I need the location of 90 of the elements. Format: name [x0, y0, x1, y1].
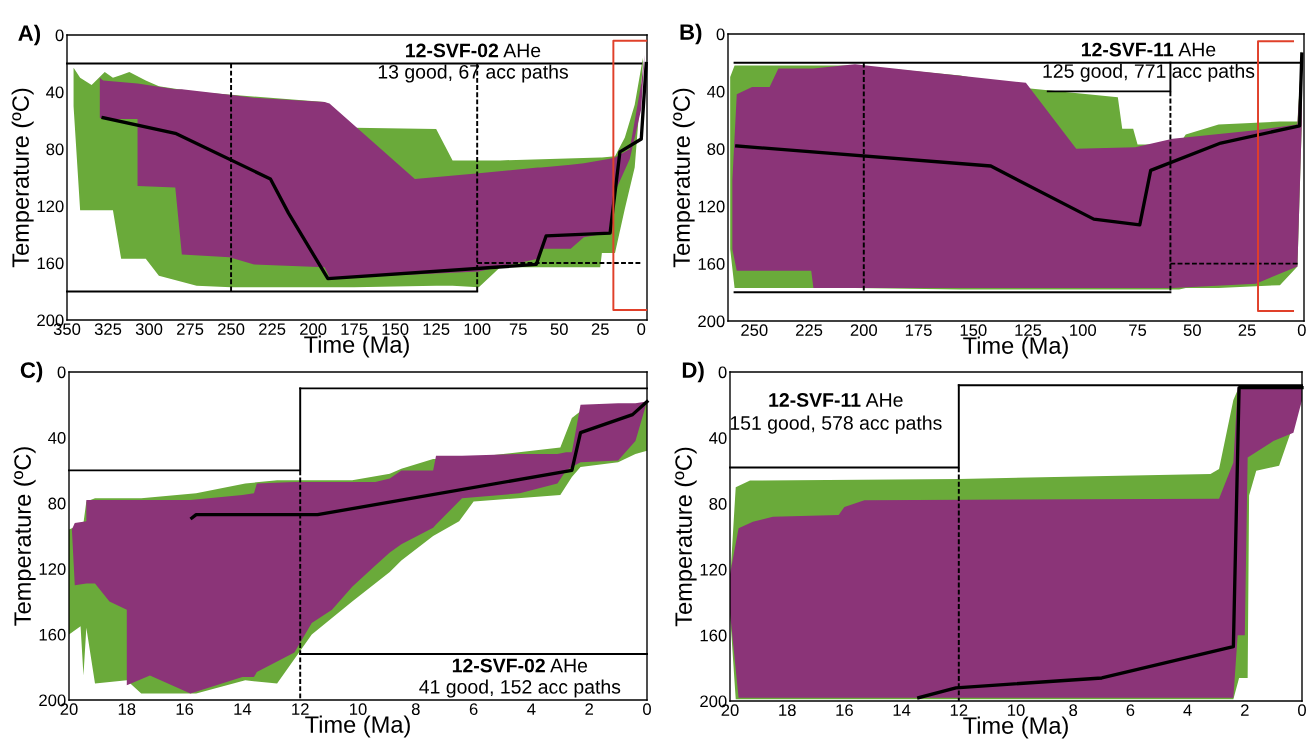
y-tick-label: 80 — [709, 498, 727, 510]
annotation: AHe — [503, 43, 541, 58]
y-tick-label: 80 — [46, 143, 64, 156]
x-tick-label: 4 — [527, 703, 536, 715]
x-tick-label: 8 — [411, 703, 420, 716]
annotation: 12-SVF-02 — [406, 43, 499, 58]
annotation: 41 good, 152 acc paths — [419, 679, 621, 698]
x-tick-label: 50 — [1183, 324, 1201, 337]
y-tick-label: 80 — [48, 497, 66, 510]
y-axis-title: Temperature (ºC) — [13, 447, 36, 626]
x-tick-label: 250 — [741, 324, 768, 337]
x-tick-label: 14 — [893, 704, 911, 716]
annotation: 125 good, 771 acc paths — [1043, 63, 1255, 82]
annotation: AHe — [865, 393, 903, 407]
annotation: 151 good, 578 acc paths — [730, 415, 942, 434]
x-tick-label: 0 — [1297, 324, 1306, 337]
x-tick-label: 14 — [234, 703, 252, 715]
x-tick-label: 250 — [218, 323, 245, 336]
x-axis-title: Time (Ma) — [963, 716, 1068, 739]
x-tick-label: 25 — [1238, 324, 1256, 337]
x-tick-label: 325 — [94, 323, 122, 336]
x-tick-label: 25 — [591, 323, 609, 336]
y-tick-label: 40 — [709, 432, 727, 444]
x-tick-label: 0 — [637, 323, 646, 336]
x-tick-label: 6 — [469, 703, 478, 716]
x-tick-label: 18 — [779, 704, 796, 717]
x-tick-label: 2 — [585, 703, 593, 715]
y-axis-title: Temperature (ºC) — [11, 88, 34, 268]
y-tick-label: 0 — [57, 366, 66, 379]
x-tick-label: 200 — [300, 323, 327, 336]
y-tick-label: 80 — [707, 143, 725, 155]
x-tick-label: 2 — [1241, 704, 1249, 716]
y-tick-label: 40 — [46, 86, 64, 99]
y-tick-label: 160 — [39, 628, 66, 641]
x-tick-label: 6 — [1126, 704, 1135, 717]
annotation: 12-SVF-11 — [1081, 42, 1174, 57]
x-tick-label: 50 — [550, 323, 568, 336]
x-tick-label: 225 — [795, 324, 823, 337]
annotation: 12-SVF-11 — [769, 393, 861, 407]
x-tick-label: 125 — [1015, 324, 1042, 337]
y-tick-label: 0 — [718, 366, 727, 379]
x-tick-label: 175 — [905, 324, 932, 337]
y-tick-label: 120 — [698, 200, 725, 213]
chart-title: D) — [682, 361, 704, 383]
y-axis-title: Temperature (ºC) — [672, 88, 695, 268]
annotation: 12-SVF-02 — [452, 658, 545, 673]
x-tick-label: 100 — [464, 323, 491, 336]
x-tick-label: 0 — [643, 703, 651, 716]
y-tick-label: 0 — [716, 28, 725, 41]
x-tick-label: 225 — [259, 323, 286, 336]
x-tick-label: 75 — [509, 323, 527, 336]
annotation: AHe — [550, 658, 588, 673]
y-tick-label: 160 — [37, 257, 64, 270]
y-tick-label: 200 — [698, 315, 725, 328]
x-tick-label: 18 — [118, 703, 136, 716]
x-tick-label: 10 — [350, 703, 367, 716]
x-tick-label: 150 — [960, 324, 987, 337]
x-tick-label: 200 — [850, 324, 878, 337]
y-tick-label: 120 — [39, 563, 66, 575]
y-tick-label: 160 — [698, 258, 725, 270]
y-axis-title: Temperature (ºC) — [674, 447, 697, 627]
y-tick-label: 40 — [48, 432, 66, 444]
x-tick-label: 300 — [135, 323, 163, 336]
x-axis-title: Time (Ma) — [304, 335, 409, 358]
x-tick-label: 0 — [1298, 704, 1306, 717]
x-tick-label: 12 — [292, 703, 309, 715]
x-tick-label: 12 — [950, 704, 968, 716]
chart-title: C) — [20, 361, 43, 383]
y-tick-label: 120 — [37, 200, 64, 213]
x-tick-label: 150 — [382, 323, 409, 336]
x-tick-label: 125 — [423, 323, 450, 336]
x-tick-label: 4 — [1183, 704, 1192, 716]
x-tick-label: 10 — [1008, 704, 1025, 717]
x-tick-label: 175 — [341, 323, 368, 336]
annotation: 13 good, 67 acc paths — [378, 64, 568, 83]
x-tick-label: 8 — [1069, 704, 1078, 717]
annotation: AHe — [1178, 42, 1216, 57]
chart-title: B) — [680, 23, 702, 45]
y-tick-label: 0 — [55, 29, 64, 42]
x-tick-label: 100 — [1070, 324, 1097, 337]
y-tick-label: 40 — [707, 85, 725, 98]
x-axis-title: Time (Ma) — [963, 336, 1068, 359]
y-tick-label: 160 — [700, 629, 727, 642]
y-tick-label: 120 — [700, 563, 727, 576]
x-tick-label: 16 — [176, 703, 194, 716]
chart-title: A) — [18, 24, 41, 46]
x-tick-label: 275 — [176, 323, 204, 336]
x-axis-title: Time (Ma) — [305, 715, 410, 738]
x-tick-label: 75 — [1129, 324, 1147, 337]
x-tick-label: 16 — [836, 704, 853, 717]
